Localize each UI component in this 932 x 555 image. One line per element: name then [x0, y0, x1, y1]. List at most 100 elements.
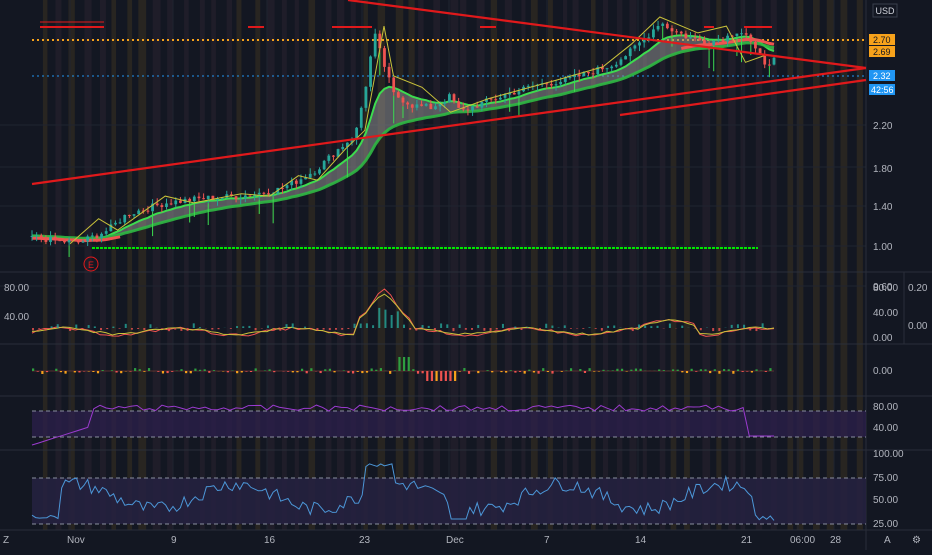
stoch-bar	[589, 327, 591, 328]
stoch-bar	[564, 325, 566, 328]
hist-bar	[695, 371, 697, 372]
stoch-bar	[255, 328, 257, 330]
stoch-bar	[452, 328, 454, 331]
candle-body	[58, 240, 61, 241]
candle-body	[105, 231, 108, 234]
settings-icon[interactable]: ⚙	[912, 535, 921, 546]
stoch-bar	[143, 328, 145, 330]
stoch-bar	[533, 328, 535, 329]
hist-bar	[514, 371, 516, 373]
hist-bar	[250, 371, 252, 372]
hist-bar	[468, 371, 470, 374]
auto-scale-button[interactable]: A	[884, 535, 891, 546]
candle-body	[420, 104, 423, 105]
candle-body	[694, 37, 697, 38]
stoch-bar	[440, 323, 442, 328]
candle-body	[86, 236, 89, 241]
hist-bar	[180, 369, 182, 371]
stoch-bar	[75, 325, 77, 328]
stoch-bar	[391, 315, 393, 328]
hist-bar	[769, 368, 771, 371]
candle-body	[629, 49, 632, 57]
candle-body	[119, 222, 122, 223]
stoch-bar	[248, 326, 250, 328]
candle-body	[494, 99, 497, 100]
candle-body	[411, 104, 414, 107]
hist-bar	[435, 371, 437, 381]
stoch-bar	[626, 328, 628, 329]
stoch-bar	[657, 326, 659, 328]
hist-bar	[463, 368, 465, 371]
zoom-z-button[interactable]: Z	[3, 535, 9, 546]
hist-bar	[663, 370, 665, 371]
hist-bar	[524, 371, 526, 374]
stoch-bar	[409, 328, 411, 330]
stoch-bar	[88, 325, 90, 328]
hist-bar	[120, 371, 122, 373]
stoch-bar	[743, 325, 745, 328]
candle-body	[689, 37, 692, 38]
stoch-bar	[354, 324, 356, 328]
stoch-bar	[762, 323, 764, 328]
hist-bar	[78, 371, 80, 372]
candle-body	[77, 240, 80, 242]
stoch-bar	[211, 328, 213, 330]
hist-bar	[640, 369, 642, 371]
candle-body	[295, 181, 298, 184]
candle-body	[527, 86, 530, 87]
hist-bar	[551, 371, 553, 374]
hist-bar	[92, 371, 94, 372]
candle-body	[174, 201, 177, 205]
hist-bar	[755, 369, 757, 371]
candle-body	[202, 198, 205, 199]
stoch-bar	[595, 328, 597, 329]
candle-body	[467, 109, 470, 110]
hist-bar	[751, 371, 753, 372]
stoch-bar	[397, 311, 399, 328]
hist-bar	[500, 371, 502, 372]
candle-body	[671, 28, 674, 31]
candle-body	[675, 31, 678, 32]
stoch-bar	[316, 328, 318, 331]
candle-body	[480, 102, 483, 108]
candle-body	[383, 48, 386, 67]
stoch-bar	[125, 324, 127, 328]
hist-bar	[765, 371, 767, 372]
candle-body	[638, 42, 641, 45]
candle-body	[114, 223, 117, 225]
hist-bar	[37, 371, 39, 372]
stoch-bar	[193, 323, 195, 328]
candle-body	[323, 161, 326, 170]
candle-body	[286, 185, 289, 188]
stoch-bar	[545, 324, 547, 328]
candle-body	[569, 77, 572, 78]
stoch-bar	[168, 328, 170, 331]
stoch-bar	[632, 328, 634, 331]
hist-bar	[236, 371, 238, 373]
hist-bar	[208, 371, 210, 373]
hist-bar	[199, 370, 201, 371]
hist-bar	[64, 371, 66, 374]
hist-bar	[746, 371, 748, 372]
candle-body	[633, 45, 636, 48]
stoch-bar	[174, 328, 176, 330]
stoch-bar	[32, 328, 34, 330]
candle-body	[82, 241, 85, 242]
stoch-bar	[607, 326, 609, 328]
candle-body	[768, 65, 771, 66]
stoch-bar	[749, 328, 751, 330]
candle-body	[133, 214, 136, 216]
hist-bar	[366, 371, 368, 373]
stoch-bar	[428, 326, 430, 328]
stoch-bar	[539, 328, 541, 330]
stoch-bar	[669, 324, 671, 328]
countdown-text: 42:56	[871, 85, 894, 95]
stoch-bar	[384, 310, 386, 328]
hist-bar	[412, 369, 414, 371]
hist-bar	[111, 370, 113, 371]
candle-body	[258, 193, 261, 195]
band-40: 40.00	[873, 423, 898, 434]
candle-body	[68, 240, 71, 242]
stoch-bar	[459, 325, 461, 328]
